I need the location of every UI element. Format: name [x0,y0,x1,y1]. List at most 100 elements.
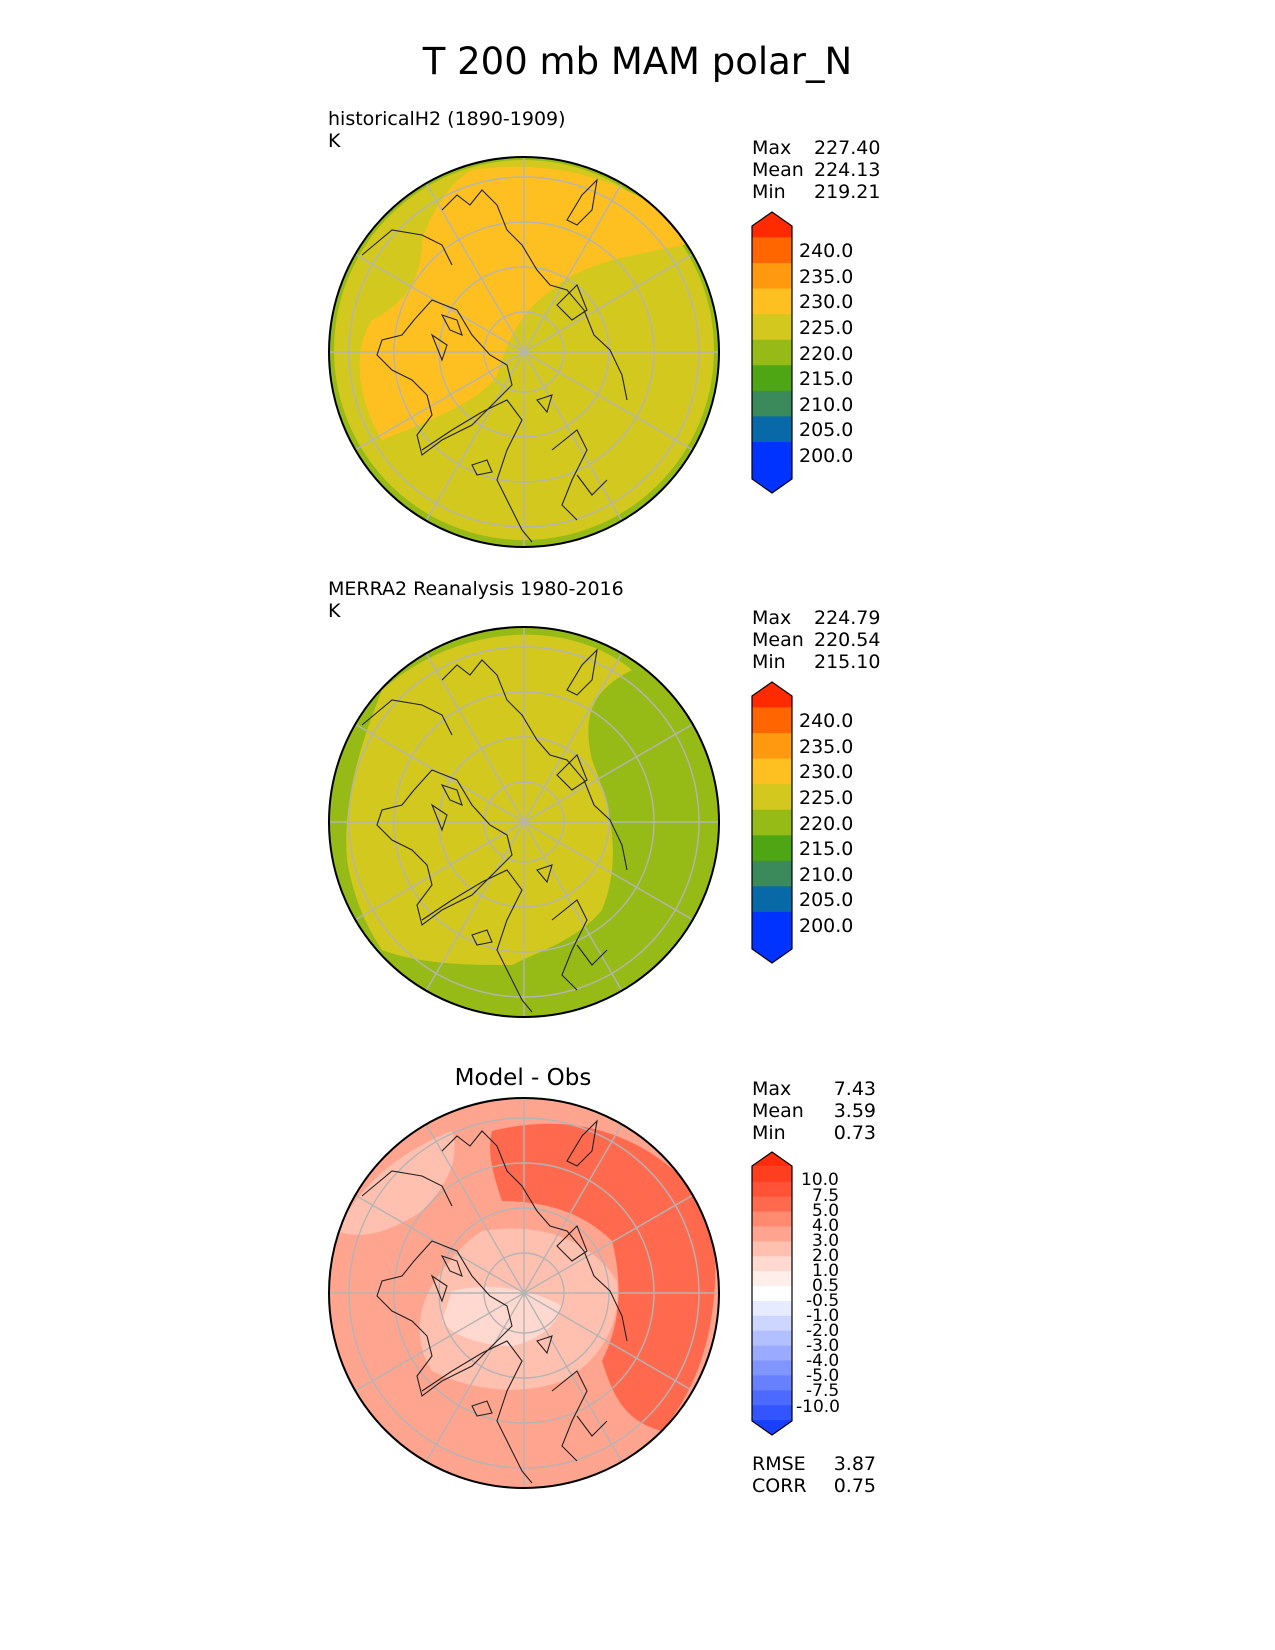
colorbar-segment [752,1360,792,1377]
colorbar-tick-label: 235.0 [799,266,854,288]
map-fill-warm-region [359,166,702,440]
stat-mean: 224.13 [814,159,881,181]
colorbar-tick-label: 10.0 [801,1170,839,1190]
metric-corr: 0.75 [833,1475,876,1497]
panel3-metrics: RMSE 3.87 CORR 0.75 [752,1453,876,1497]
colorbar-segment [752,1375,792,1391]
panel2-stats: Max 224.79 Mean 220.54 Min 215.10 [752,607,880,673]
map-coastlines [361,178,628,543]
colorbar-tick-label: 230.0 [799,761,854,783]
colorbar-diff-bar [751,1151,793,1436]
colorbar-segment [752,1211,792,1228]
map-boundary [328,626,720,1018]
colorbar-tick-label: 210.0 [799,394,854,416]
stat-label: Mean [752,629,804,651]
colorbar-tick-label: 200.0 [799,915,854,937]
colorbar-tick-label: 240.0 [799,240,854,262]
stat-max: 227.40 [814,137,881,159]
colorbar-tick-label: -0.5 [806,1291,840,1311]
colorbar-field-1: 240.0 235.0 230.0 225.0 220.0 215.0 210.… [750,210,870,495]
colorbar-tick-label: -3.0 [806,1336,840,1356]
colorbar-tick-label: 1.0 [812,1261,840,1281]
colorbar-segment [752,886,792,913]
colorbar-segment [752,1256,792,1272]
panel3-polar-map [328,1097,720,1489]
colorbar-segment [752,390,792,417]
panel2-title: MERRA2 Reanalysis 1980-2016 K [328,578,624,622]
colorbar-segment [752,314,792,341]
panel2-polar-map [328,626,720,1018]
colorbar-tick-label: 7.5 [812,1186,840,1206]
colorbar-tick-label: 3.0 [812,1231,840,1251]
stat-label: Min [752,651,786,673]
colorbar-segment [752,682,792,708]
colorbar-segment [752,1226,792,1242]
map-fill-warm-region [490,1123,716,1431]
stat-label: Max [752,607,792,629]
metric-rmse: 3.87 [833,1453,876,1475]
panel1-polar-map [328,156,720,548]
colorbar-segment [752,1166,792,1183]
figure-title: T 200 mb MAM polar_N [422,40,853,83]
colorbar-field-2: 240.0 235.0 230.0 225.0 220.0 215.0 210.… [750,680,870,965]
colorbar-tick-label: 230.0 [799,291,854,313]
map-boundary [328,156,720,548]
metric-label: RMSE [752,1453,806,1475]
map-coastlines [361,1119,628,1484]
colorbar-tick-label: -10.0 [796,1397,840,1417]
colorbar-segment [752,1286,792,1302]
panel1-title-line1: historicalH2 (1890-1909) [328,108,566,130]
colorbar-tick-label: 215.0 [799,838,854,860]
colorbar-segment [752,467,792,493]
colorbar-diff: 10.0 7.5 5.0 4.0 3.0 2.0 1.0 0.5 -0.5 -1… [750,1150,870,1437]
colorbar-tick-label: 220.0 [799,813,854,835]
colorbar-tick-label: 215.0 [799,368,854,390]
colorbar-tick-label: 200.0 [799,445,854,467]
panel1-title: historicalH2 (1890-1909) K [328,108,566,152]
colorbar-segment [752,339,792,366]
metric-label: CORR [752,1475,807,1497]
colorbar-segment [752,212,792,238]
colorbar-segment [752,1241,792,1257]
map-fill-light-region [337,1131,455,1235]
colorbar-tick-label: 235.0 [799,736,854,758]
map-graticule [329,157,719,547]
colorbar-tick-label: 205.0 [799,419,854,441]
colorbar-tick-label: 0.5 [812,1276,840,1296]
colorbar-segment [752,911,792,939]
map-boundary [328,1097,720,1489]
stat-min: 219.21 [814,181,881,203]
colorbar-tick-label: -4.0 [806,1351,840,1371]
panel2-units: K [328,600,341,622]
colorbar-segment [752,1181,792,1198]
stat-label: Mean [752,1100,804,1122]
colorbar-segment [752,441,792,469]
colorbar-segment [752,1271,792,1287]
colorbar-tick-label: 5.0 [812,1201,840,1221]
colorbar-segment [752,1315,792,1332]
colorbar-segment [752,1420,792,1435]
colorbar-tick-label: 220.0 [799,343,854,365]
stat-label: Mean [752,159,804,181]
colorbar-tick-label: 205.0 [799,889,854,911]
stat-label: Max [752,1078,792,1100]
stat-max: 7.43 [833,1078,876,1100]
colorbar-segment [752,758,792,785]
colorbar-segment [752,809,792,836]
colorbar-tick-label: 210.0 [799,864,854,886]
panel2-title-line1: MERRA2 Reanalysis 1980-2016 [328,578,624,600]
colorbar-segment [752,237,792,264]
colorbar-tick-label: 225.0 [799,787,854,809]
map-fill-lightest-region [442,1286,562,1346]
stat-mean: 3.59 [833,1100,876,1122]
colorbar-segment [752,1405,792,1421]
colorbar-segment [752,784,792,811]
colorbar-tick-label: 240.0 [799,710,854,732]
colorbar-segment [752,263,792,290]
colorbar-segment [752,365,792,392]
colorbar-tick-label: -7.5 [806,1381,840,1401]
colorbar-tick-label: -2.0 [806,1321,840,1341]
colorbar-field-2-bar [751,681,793,964]
stat-min: 0.73 [833,1122,876,1144]
colorbar-segment [752,835,792,862]
